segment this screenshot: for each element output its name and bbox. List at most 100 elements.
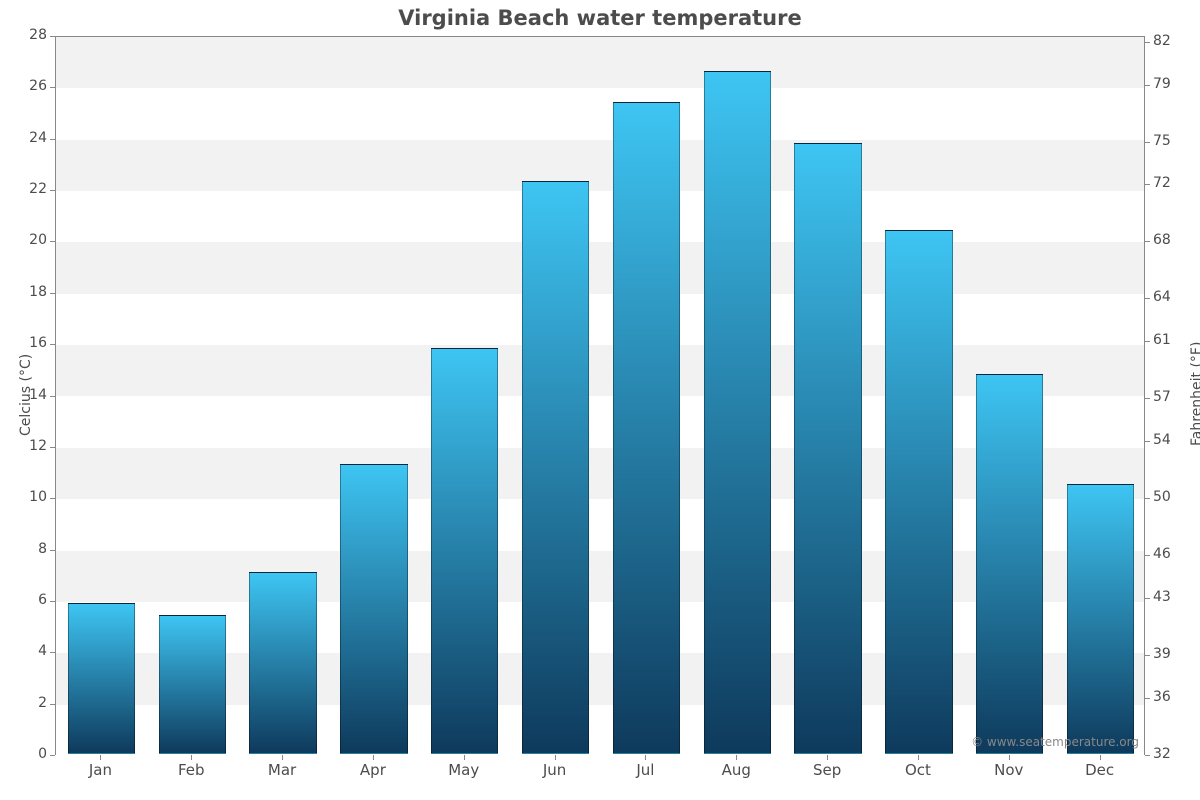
bar [1067,484,1134,754]
tick-mark [555,755,556,760]
tick-mark [827,755,828,760]
bar [613,102,680,754]
tick-mark [1145,341,1150,342]
y-tick-right-label: 57 [1153,389,1171,405]
x-tick-label: Jan [70,761,130,779]
tick-mark [191,755,192,760]
bar [704,71,771,754]
tick-mark [50,396,55,397]
x-tick-label: Jun [525,761,585,779]
bar [522,181,589,754]
y-tick-left-label: 4 [38,643,47,659]
tick-mark [1145,241,1150,242]
y-tick-left-label: 12 [29,438,47,454]
y-tick-right-label: 61 [1153,332,1171,348]
chart-title: Virginia Beach water temperature [0,6,1200,30]
x-tick-label: Mar [252,761,312,779]
plot-area [55,36,1145,755]
y-tick-right-label: 36 [1153,689,1171,705]
x-tick-label: Oct [888,761,948,779]
tick-mark [282,755,283,760]
bar [976,374,1043,754]
tick-mark [50,447,55,448]
x-tick-label: May [434,761,494,779]
y-tick-right-label: 54 [1153,432,1171,448]
attribution-text: © www.seatemperature.org [971,735,1139,749]
tick-mark [50,601,55,602]
tick-mark [50,755,55,756]
grid-band [56,191,1144,242]
y-tick-right-label: 64 [1153,289,1171,305]
tick-mark [50,498,55,499]
y-tick-right-label: 32 [1153,746,1171,762]
y-tick-left-label: 16 [29,335,47,351]
tick-mark [50,550,55,551]
x-tick-label: Aug [706,761,766,779]
tick-mark [100,755,101,760]
x-tick-label: Nov [979,761,1039,779]
tick-mark [736,755,737,760]
bar [340,464,407,754]
tick-mark [1009,755,1010,760]
tick-mark [1145,555,1150,556]
bar [885,230,952,754]
y-tick-right-label: 72 [1153,175,1171,191]
y-tick-left-label: 20 [29,232,47,248]
tick-mark [50,190,55,191]
y-tick-left-label: 10 [29,489,47,505]
y-tick-right-label: 79 [1153,76,1171,92]
y-tick-left-label: 24 [29,130,47,146]
tick-mark [1145,142,1150,143]
tick-mark [1100,755,1101,760]
tick-mark [1145,298,1150,299]
y-tick-right-label: 68 [1153,232,1171,248]
y-tick-left-label: 2 [38,695,47,711]
grid-band [56,242,1144,293]
tick-mark [1145,698,1150,699]
bar [794,143,861,754]
tick-mark [645,755,646,760]
grid-band [56,37,1144,88]
tick-mark [50,87,55,88]
tick-mark [1145,755,1150,756]
tick-mark [50,36,55,37]
y-tick-left-label: 6 [38,592,47,608]
tick-mark [1145,598,1150,599]
y-tick-left-label: 22 [29,181,47,197]
y-tick-right-label: 46 [1153,546,1171,562]
x-tick-label: Dec [1070,761,1130,779]
y-tick-right-label: 39 [1153,646,1171,662]
y-tick-left-label: 28 [29,27,47,43]
y-tick-left-label: 18 [29,284,47,300]
y-tick-right-label: 82 [1153,33,1171,49]
tick-mark [50,241,55,242]
tick-mark [50,704,55,705]
tick-mark [1145,184,1150,185]
grid-band [56,294,1144,345]
x-tick-label: Sep [797,761,857,779]
grid-band [56,140,1144,191]
tick-mark [1145,498,1150,499]
bar [68,603,135,755]
tick-mark [1145,42,1150,43]
tick-mark [50,293,55,294]
y-tick-right-label: 50 [1153,489,1171,505]
y-tick-right-label: 43 [1153,589,1171,605]
grid-band [56,88,1144,139]
x-tick-label: Feb [161,761,221,779]
tick-mark [1145,655,1150,656]
tick-mark [373,755,374,760]
x-tick-label: Apr [343,761,403,779]
chart-container: Virginia Beach water temperature Celcius… [0,0,1200,800]
tick-mark [50,344,55,345]
bar [431,348,498,754]
tick-mark [918,755,919,760]
y-tick-right-label: 75 [1153,133,1171,149]
y-tick-left-label: 0 [38,746,47,762]
tick-mark [50,139,55,140]
tick-mark [50,652,55,653]
x-tick-label: Jul [615,761,675,779]
tick-mark [464,755,465,760]
y-axis-label-right: Fahrenheit (°F) [1189,341,1200,445]
tick-mark [1145,398,1150,399]
